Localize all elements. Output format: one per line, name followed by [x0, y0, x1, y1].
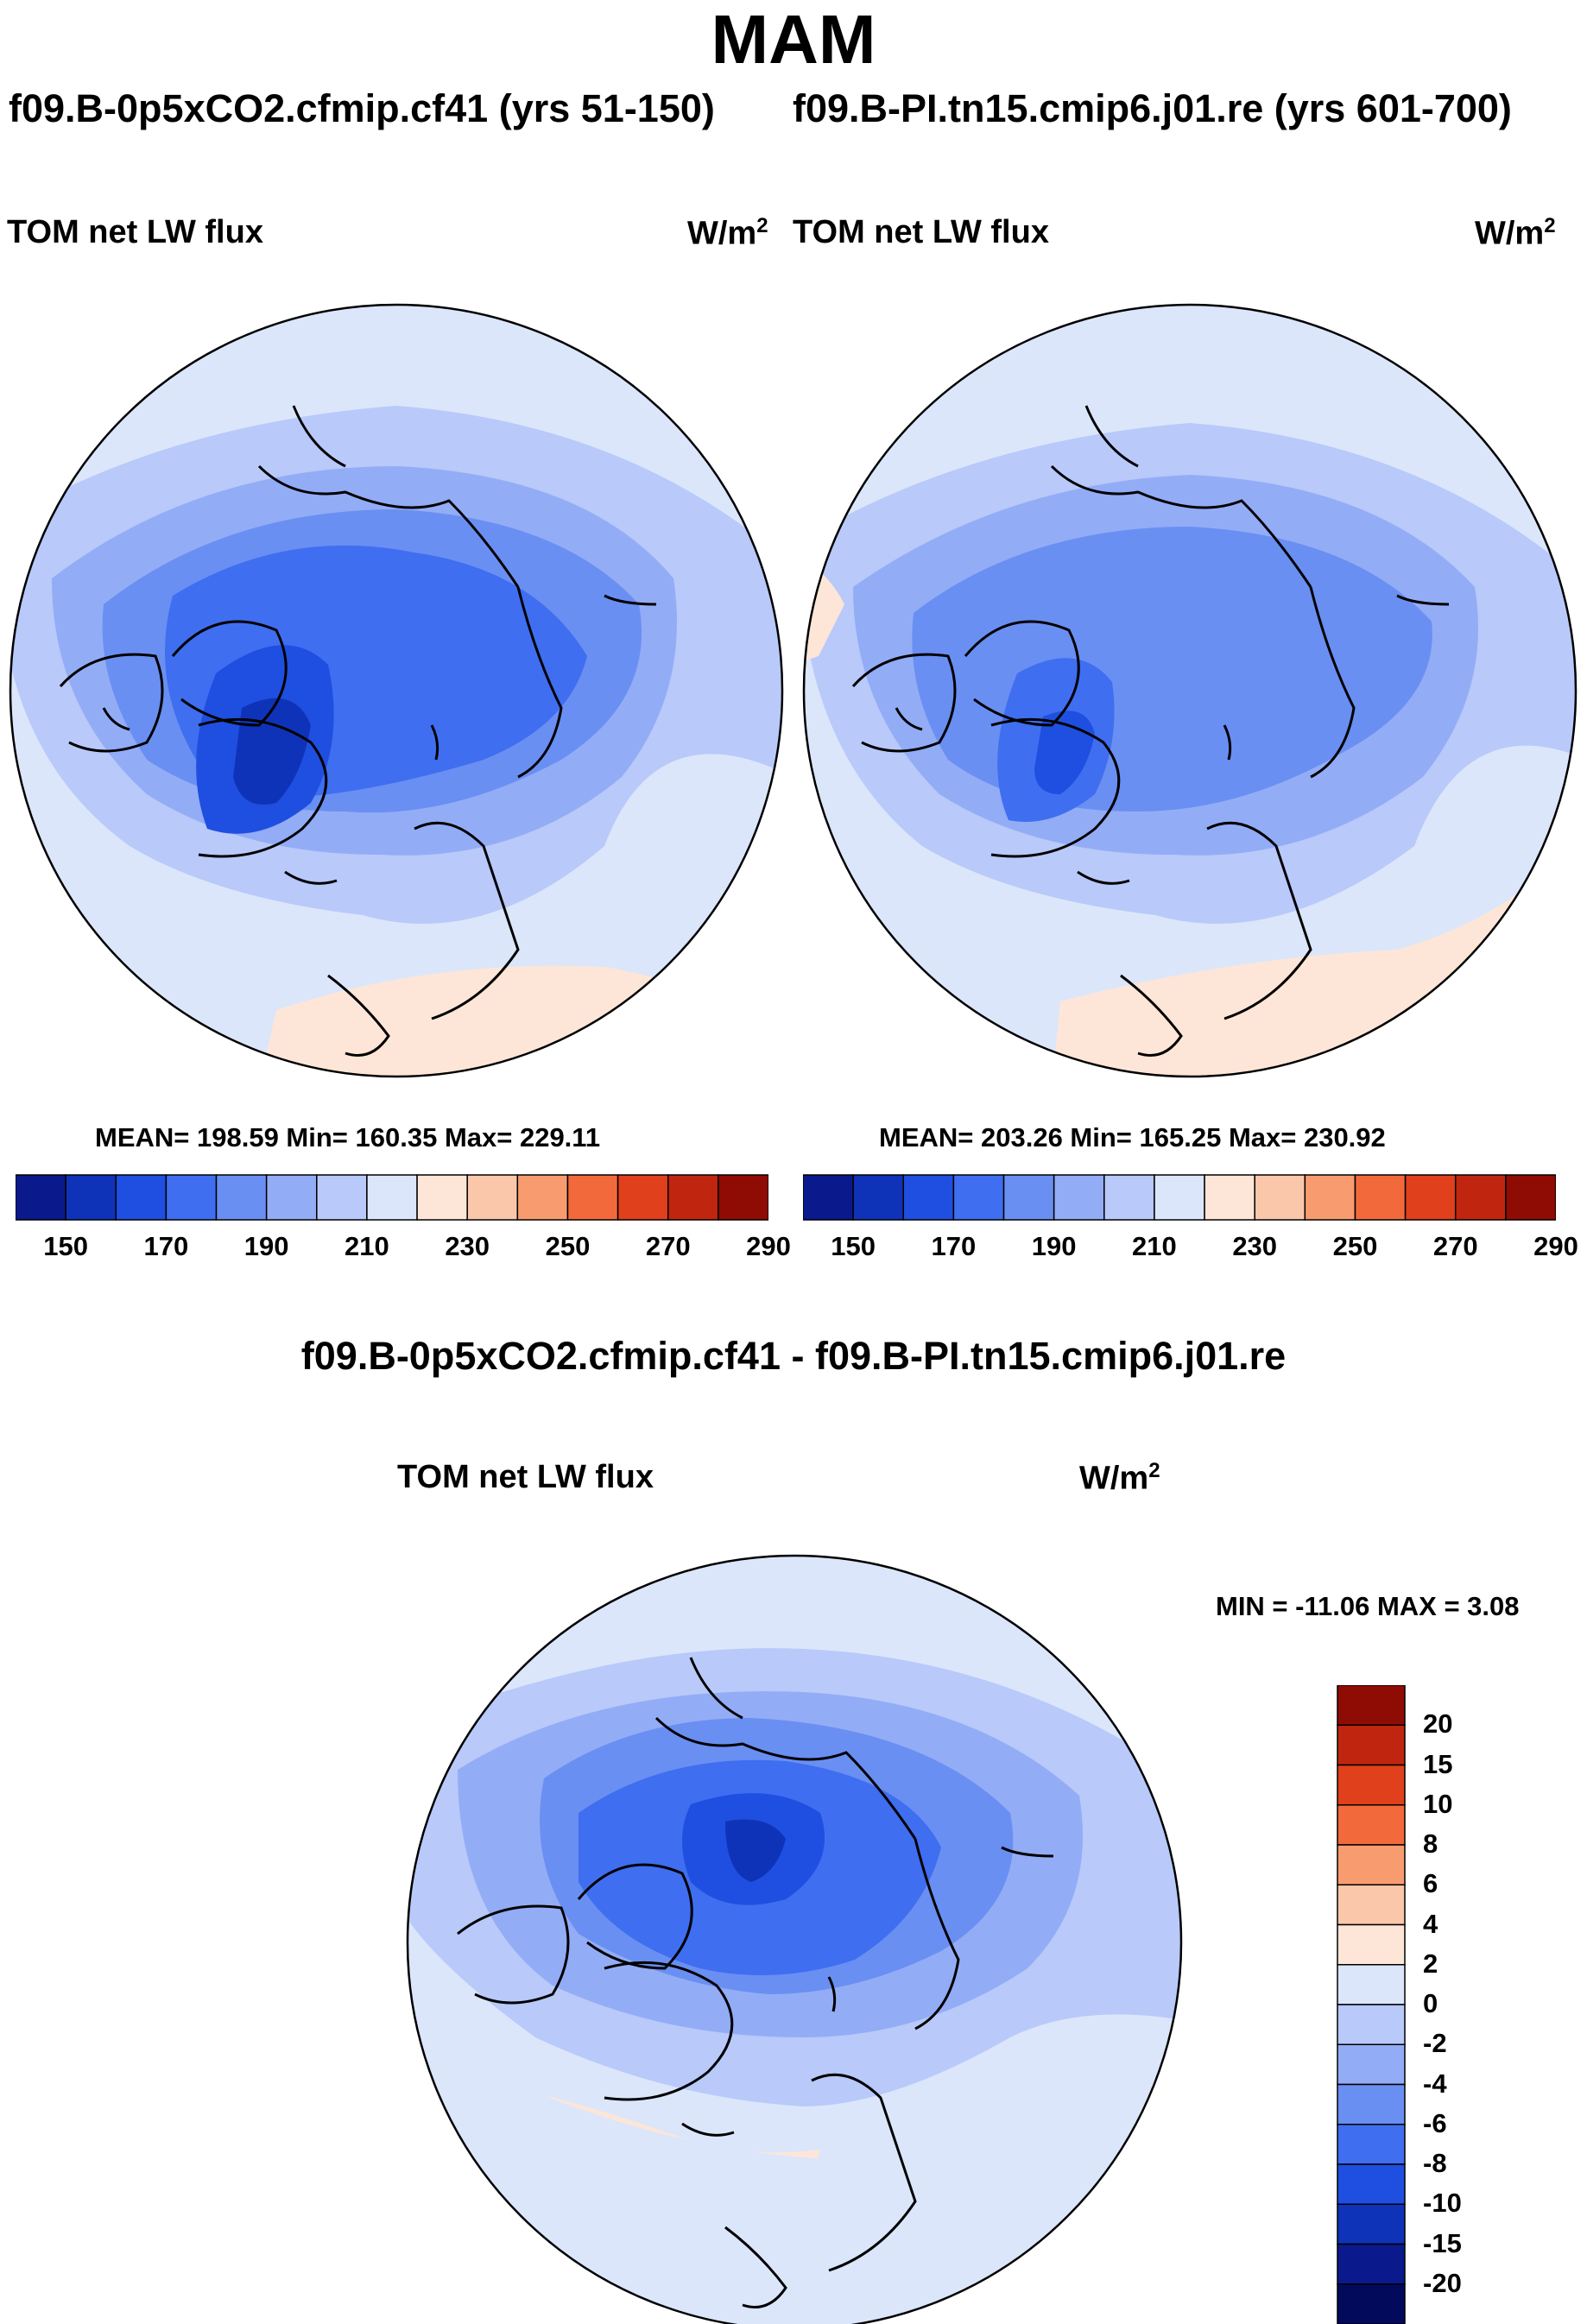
difference-colorbar [1337, 1685, 1406, 2324]
colorbar-swatch [952, 1174, 1005, 1221]
colorbar-swatch [366, 1174, 418, 1221]
left-case-title: f09.B-0p5xCO2.cfmip.cf41 (yrs 51-150) [9, 86, 715, 130]
colorbar-tick-label: 230 [445, 1231, 490, 1261]
colorbar-tick-label: 170 [931, 1231, 977, 1261]
colorbar-swatch [265, 1174, 318, 1221]
colorbar-swatch [1337, 1804, 1406, 1846]
colorbar-tick-label: -20 [1423, 2267, 1462, 2298]
colorbar-swatch [1354, 1174, 1407, 1221]
colorbar-swatch [1002, 1174, 1055, 1221]
colorbar-tick-label: 210 [345, 1231, 389, 1261]
right-case-title: f09.B-PI.tn15.cmip6.j01.re (yrs 601-700) [793, 86, 1512, 130]
colorbar-swatch [516, 1174, 569, 1221]
colorbar-swatch [1337, 2243, 1406, 2285]
colorbar-tick-label: 4 [1423, 1908, 1438, 1939]
colorbar-tick-label: 270 [645, 1231, 691, 1261]
colorbar-swatch [1304, 1174, 1356, 1221]
right-stats: MEAN= 203.26 Min= 165.25 Max= 230.92 [879, 1122, 1386, 1153]
colorbar-swatch [65, 1174, 117, 1221]
colorbar-swatch [1337, 1923, 1406, 1966]
colorbar-tick-label: 270 [1432, 1231, 1478, 1261]
colorbar-swatch [165, 1174, 218, 1221]
difference-polar-map [406, 1554, 1183, 2324]
colorbar-swatch [1404, 1174, 1457, 1221]
colorbar-swatch [566, 1174, 619, 1221]
colorbar-swatch [416, 1174, 468, 1221]
colorbar-swatch [1337, 1844, 1406, 1885]
colorbar-swatch [1337, 2203, 1406, 2245]
right-variable-label: TOM net LW flux [793, 214, 1049, 250]
colorbar-tick-label: 250 [1332, 1231, 1378, 1261]
colorbar-swatch [1337, 2283, 1406, 2324]
colorbar-swatch [1154, 1174, 1205, 1221]
left-colorbar [16, 1174, 768, 1221]
colorbar-tick-label: 250 [545, 1231, 591, 1261]
colorbar-swatch [1337, 1964, 1406, 2005]
diff-minmax: MIN = -11.06 MAX = 3.08 [1216, 1591, 1520, 1621]
colorbar-tick-label: 2 [1423, 1948, 1438, 1979]
colorbar-tick-label: 170 [143, 1231, 189, 1261]
colorbar-swatch [215, 1174, 268, 1221]
colorbar-swatch [16, 1174, 66, 1221]
left-variable-label: TOM net LW flux [7, 214, 263, 250]
colorbar-swatch [1337, 2004, 1406, 2045]
colorbar-swatch [667, 1174, 719, 1221]
difference-title: f09.B-0p5xCO2.cfmip.cf41 - f09.B-PI.tn15… [300, 1334, 1287, 1378]
colorbar-swatch [1454, 1174, 1507, 1221]
colorbar-tick-label: 150 [43, 1231, 88, 1261]
left-stats: MEAN= 198.59 Min= 160.35 Max= 229.11 [95, 1122, 601, 1153]
colorbar-tick-label: -6 [1423, 2107, 1447, 2138]
colorbar-tick-label: 230 [1232, 1231, 1278, 1261]
colorbar-tick-label: -8 [1423, 2148, 1447, 2178]
left-polar-map [9, 303, 784, 1078]
colorbar-tick-label: -10 [1423, 2188, 1462, 2219]
colorbar-tick-label: 210 [1132, 1231, 1177, 1261]
right-units-label: W/m2 [1475, 214, 1556, 252]
colorbar-swatch [1337, 1685, 1406, 1726]
colorbar-tick-label: -15 [1423, 2227, 1462, 2258]
colorbar-swatch [1337, 2124, 1406, 2165]
colorbar-tick-label: 190 [243, 1231, 289, 1261]
colorbar-swatch [1103, 1174, 1155, 1221]
colorbar-swatch [1505, 1174, 1556, 1221]
colorbar-tick-label: 15 [1423, 1748, 1453, 1779]
colorbar-swatch [115, 1174, 168, 1221]
colorbar-tick-label: -2 [1423, 2028, 1447, 2059]
colorbar-tick-label: 20 [1423, 1708, 1453, 1740]
colorbar-tick-label: 190 [1031, 1231, 1077, 1261]
diff-variable-label: TOM net LW flux [397, 1459, 654, 1495]
season-title: MAM [711, 1, 876, 78]
right-polar-map [802, 303, 1578, 1078]
colorbar-swatch [316, 1174, 368, 1221]
colorbar-swatch [902, 1174, 955, 1221]
colorbar-swatch [1204, 1174, 1255, 1221]
colorbar-tick-label: 150 [831, 1231, 876, 1261]
colorbar-swatch [1254, 1174, 1306, 1221]
colorbar-tick-label: 0 [1423, 1988, 1438, 2018]
colorbar-swatch [1337, 1884, 1406, 1926]
colorbar-swatch [1337, 2043, 1406, 2086]
colorbar-swatch [803, 1174, 854, 1221]
colorbar-tick-label: 10 [1423, 1788, 1453, 1819]
colorbar-tick-label: 8 [1423, 1828, 1438, 1859]
colorbar-swatch [616, 1174, 669, 1221]
colorbar-tick-label: 290 [746, 1231, 791, 1261]
colorbar-swatch [718, 1174, 768, 1221]
colorbar-swatch [1337, 2083, 1406, 2125]
colorbar-swatch [1337, 2163, 1406, 2205]
colorbar-swatch [852, 1174, 905, 1221]
colorbar-swatch [466, 1174, 519, 1221]
right-colorbar [803, 1174, 1556, 1221]
diff-units-label: W/m2 [1079, 1459, 1160, 1497]
colorbar-tick-label: 290 [1533, 1231, 1578, 1261]
colorbar-swatch [1337, 1724, 1406, 1766]
colorbar-tick-label: 6 [1423, 1868, 1438, 1899]
colorbar-swatch [1053, 1174, 1105, 1221]
left-units-label: W/m2 [687, 214, 768, 252]
colorbar-swatch [1337, 1764, 1406, 1806]
colorbar-tick-label: -4 [1423, 2068, 1447, 2099]
